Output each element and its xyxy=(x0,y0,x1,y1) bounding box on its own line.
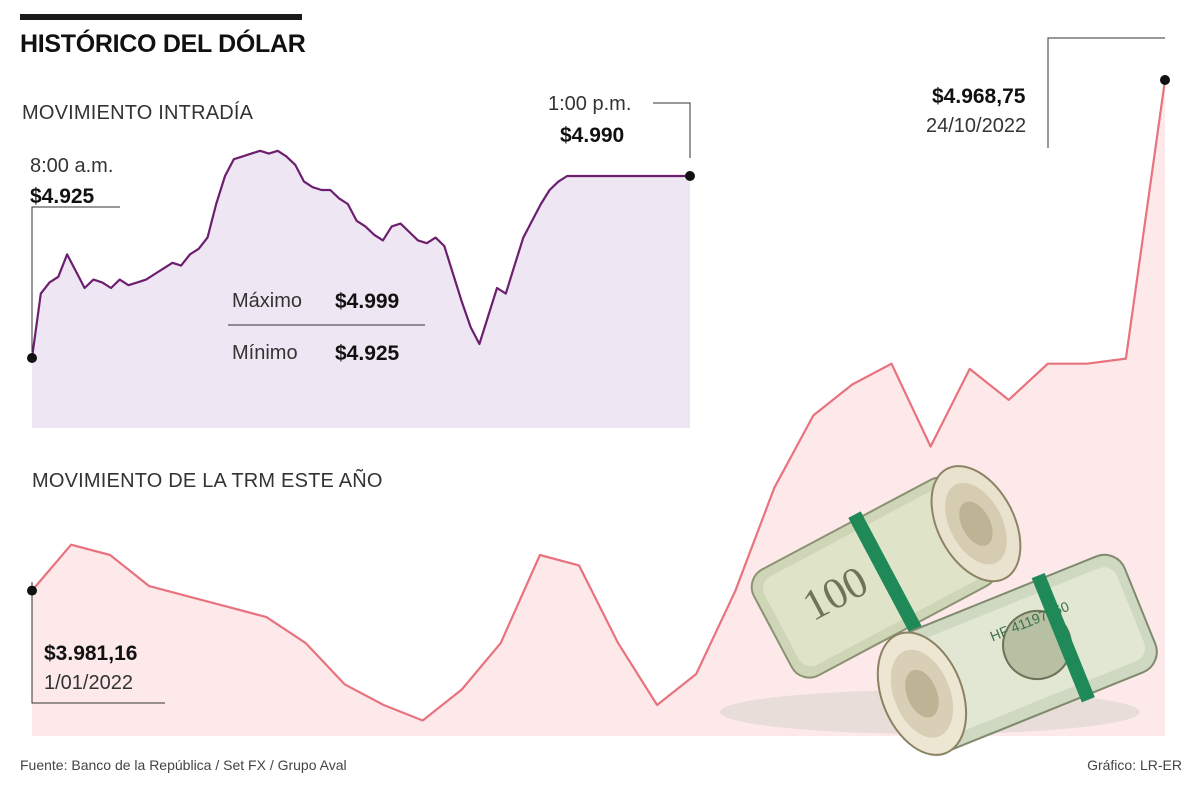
trm-end-date: 24/10/2022 xyxy=(926,115,1026,137)
trm-start-marker xyxy=(27,585,37,596)
intraday-start-value: $4.925 xyxy=(30,185,95,208)
intraday-line xyxy=(30,149,690,359)
intraday-start-leader xyxy=(31,206,120,352)
trm-heading: MOVIMIENTO DE LA TRM ESTE AÑO xyxy=(32,470,383,492)
intraday-area xyxy=(32,150,690,429)
title-rule xyxy=(20,14,302,20)
intraday-heading: MOVIMIENTO INTRADÍA xyxy=(22,102,254,124)
annotations xyxy=(31,37,1165,704)
intraday-chart xyxy=(30,149,690,429)
dollar-rolls-illustration: 100 HF 41197060 xyxy=(720,465,1158,756)
trm-start-value: $3.981,16 xyxy=(44,642,137,665)
stat-max-label: Máximo xyxy=(232,290,302,312)
stat-min-label: Mínimo xyxy=(232,342,298,364)
chart-title: HISTÓRICO DEL DÓLAR xyxy=(20,30,306,58)
trm-line xyxy=(31,79,1167,722)
trm-start-date: 1/01/2022 xyxy=(44,672,133,694)
intraday-end-leader xyxy=(653,102,691,158)
trm-end-value: $4.968,75 xyxy=(932,85,1026,108)
source-note: Fuente: Banco de la República / Set FX /… xyxy=(20,757,347,773)
intraday-end-value: $4.990 xyxy=(560,124,624,147)
stat-min-value: $4.925 xyxy=(335,342,400,365)
intraday-start-time: 8:00 a.m. xyxy=(30,155,113,177)
markers xyxy=(27,75,1170,596)
intraday-start-marker xyxy=(27,353,37,363)
intraday-end-marker xyxy=(685,171,695,181)
credit-note: Gráfico: LR-ER xyxy=(1087,757,1182,773)
trm-start-leader xyxy=(31,582,165,704)
trm-end-leader xyxy=(1047,37,1165,148)
trm-end-marker xyxy=(1160,75,1170,86)
stat-max-value: $4.999 xyxy=(335,290,399,313)
intraday-end-time: 1:00 p.m. xyxy=(548,93,631,115)
